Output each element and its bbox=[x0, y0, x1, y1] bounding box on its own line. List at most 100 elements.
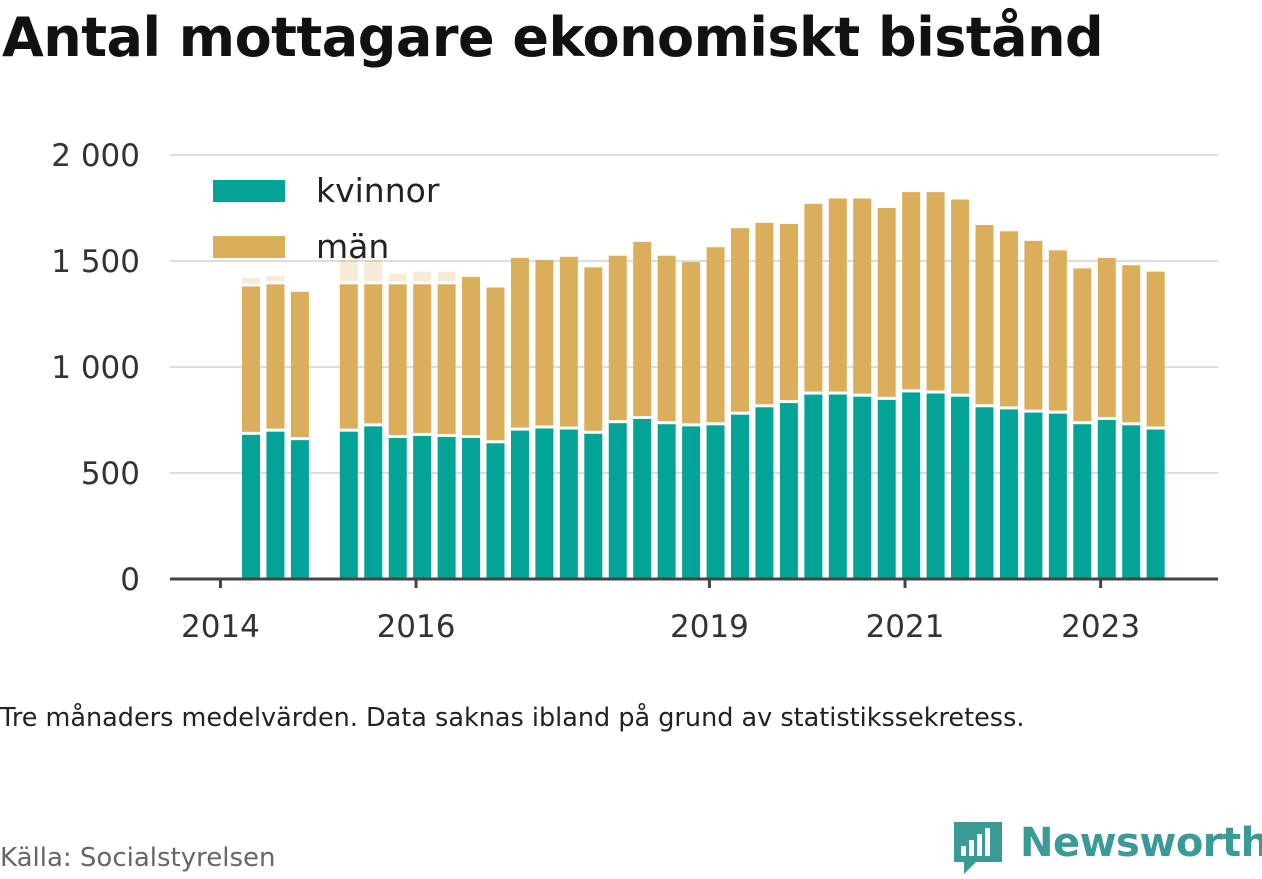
bar-man-faded bbox=[242, 277, 260, 284]
bar-man-faded bbox=[437, 271, 456, 282]
bar-kvinnor bbox=[486, 443, 505, 579]
y-tick-label: 0 bbox=[120, 562, 140, 598]
bar-kvinnor bbox=[877, 399, 896, 579]
bar-man bbox=[559, 256, 578, 427]
bar-kvinnor bbox=[755, 407, 774, 579]
bar-kvinnor bbox=[999, 409, 1018, 579]
bar-kvinnor bbox=[437, 436, 456, 579]
bar-kvinnor bbox=[290, 440, 309, 579]
bar-man bbox=[877, 208, 896, 397]
bar-man-faded bbox=[266, 275, 285, 282]
bar-kvinnor bbox=[339, 431, 358, 579]
bar-man-faded bbox=[413, 271, 432, 282]
bar-man bbox=[1024, 240, 1043, 410]
x-tick-label: 2019 bbox=[670, 609, 749, 645]
y-tick-label: 1 000 bbox=[51, 350, 140, 386]
bar-man bbox=[1073, 268, 1092, 422]
bar-kvinnor bbox=[779, 403, 798, 579]
bar-man bbox=[608, 255, 627, 421]
bar-man bbox=[486, 287, 505, 441]
bar-kvinnor bbox=[853, 396, 872, 579]
bar-man bbox=[853, 198, 872, 394]
bar-man bbox=[682, 262, 701, 424]
bar-kvinnor bbox=[1122, 425, 1141, 579]
bar-man bbox=[1146, 271, 1165, 427]
bar-man bbox=[951, 199, 970, 394]
legend-label-kvinnor: kvinnor bbox=[316, 171, 440, 210]
legend: kvinnor män bbox=[196, 168, 456, 266]
source-text: Källa: Socialstyrelsen bbox=[0, 843, 276, 873]
bar-man bbox=[731, 228, 749, 412]
bar-kvinnor bbox=[706, 425, 725, 579]
legend-swatch-kvinnor bbox=[213, 180, 285, 202]
bar-man-faded bbox=[364, 256, 383, 282]
x-tick-label: 2014 bbox=[181, 609, 260, 645]
bar-man bbox=[535, 259, 554, 426]
bar-man bbox=[437, 284, 456, 434]
bar-man bbox=[804, 203, 823, 392]
bar-man bbox=[413, 284, 432, 433]
bar-man bbox=[755, 222, 774, 405]
chart-note: Tre månaders medelvärden. Data saknas ib… bbox=[0, 703, 1025, 733]
bar-man bbox=[902, 192, 921, 390]
bar-man bbox=[388, 284, 407, 436]
bar-kvinnor bbox=[1073, 424, 1092, 579]
bar-kvinnor bbox=[1048, 413, 1067, 579]
bar-kvinnor bbox=[559, 429, 578, 579]
bar-man-faded bbox=[388, 273, 407, 282]
y-tick-label: 2 000 bbox=[51, 138, 140, 174]
bar-man bbox=[339, 284, 358, 429]
bar-kvinnor bbox=[266, 431, 285, 579]
bar-man bbox=[633, 241, 652, 416]
x-tick-label: 2023 bbox=[1061, 609, 1140, 645]
bar-kvinnor bbox=[584, 433, 603, 579]
bar-kvinnor bbox=[902, 392, 921, 579]
bar-kvinnor bbox=[1024, 412, 1043, 579]
bar-kvinnor bbox=[462, 438, 481, 579]
bar-chart: 0 500 1 000 1 500 2 000 2014 2016 2019 2021 2023… bbox=[51, 138, 1218, 645]
y-axis: 0 500 1 000 1 500 2 000 bbox=[51, 138, 140, 598]
bar-kvinnor bbox=[242, 434, 260, 579]
brand-name: Newsworthy bbox=[1020, 820, 1262, 866]
bar-man bbox=[584, 267, 603, 431]
legend-label-man: män bbox=[316, 227, 389, 266]
bars bbox=[242, 192, 1165, 579]
bar-man bbox=[999, 231, 1018, 407]
bar-man bbox=[975, 224, 994, 405]
bar-man bbox=[828, 198, 847, 392]
bar-man bbox=[779, 223, 798, 401]
legend-swatch-man bbox=[213, 236, 285, 258]
x-tick-label: 2021 bbox=[866, 609, 945, 645]
bar-man bbox=[1122, 265, 1141, 423]
bar-kvinnor bbox=[608, 423, 627, 579]
bar-man bbox=[706, 247, 725, 423]
bar-kvinnor bbox=[1146, 429, 1165, 579]
bar-kvinnor bbox=[926, 393, 945, 579]
bar-kvinnor bbox=[535, 428, 554, 579]
bar-kvinnor bbox=[633, 418, 652, 579]
bar-kvinnor bbox=[682, 426, 701, 579]
bar-man bbox=[926, 192, 945, 391]
bar-kvinnor bbox=[828, 394, 847, 579]
bar-kvinnor bbox=[364, 426, 383, 579]
bar-kvinnor bbox=[388, 438, 407, 579]
bar-kvinnor bbox=[804, 394, 823, 579]
bar-kvinnor bbox=[413, 435, 432, 579]
bar-man bbox=[510, 257, 529, 428]
bar-kvinnor bbox=[731, 414, 749, 579]
bar-man bbox=[462, 276, 481, 436]
bar-kvinnor bbox=[1097, 420, 1116, 579]
bar-man bbox=[657, 255, 676, 422]
bar-kvinnor bbox=[951, 396, 970, 579]
newsworthy-logo[interactable]: Newsworthy bbox=[950, 818, 1262, 878]
bar-man bbox=[290, 291, 309, 438]
bar-man bbox=[1048, 250, 1067, 411]
bar-man-faded bbox=[339, 256, 358, 282]
y-tick-label: 500 bbox=[81, 456, 140, 492]
x-axis: 2014 2016 2019 2021 2023 bbox=[170, 577, 1218, 645]
bar-kvinnor bbox=[510, 430, 529, 579]
bar-man bbox=[364, 284, 383, 424]
chart-title: Antal mottagare ekonomiskt bistånd bbox=[2, 6, 1104, 69]
newsworthy-logo-icon bbox=[954, 822, 1002, 874]
bar-man bbox=[1097, 257, 1116, 417]
